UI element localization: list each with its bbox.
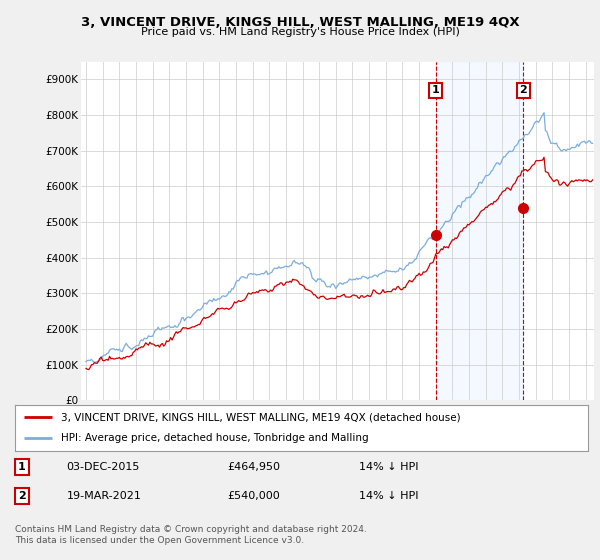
Text: 1: 1 xyxy=(18,462,26,472)
Text: 19-MAR-2021: 19-MAR-2021 xyxy=(67,491,142,501)
Text: HPI: Average price, detached house, Tonbridge and Malling: HPI: Average price, detached house, Tonb… xyxy=(61,433,368,444)
Text: 2: 2 xyxy=(18,491,26,501)
Text: 3, VINCENT DRIVE, KINGS HILL, WEST MALLING, ME19 4QX: 3, VINCENT DRIVE, KINGS HILL, WEST MALLI… xyxy=(80,16,520,29)
Text: £540,000: £540,000 xyxy=(227,491,280,501)
Text: 2: 2 xyxy=(520,85,527,95)
Text: 3, VINCENT DRIVE, KINGS HILL, WEST MALLING, ME19 4QX (detached house): 3, VINCENT DRIVE, KINGS HILL, WEST MALLI… xyxy=(61,412,460,422)
Text: 14% ↓ HPI: 14% ↓ HPI xyxy=(359,462,418,472)
Text: £464,950: £464,950 xyxy=(227,462,280,472)
Text: 03-DEC-2015: 03-DEC-2015 xyxy=(67,462,140,472)
Text: 1: 1 xyxy=(432,85,440,95)
Text: Price paid vs. HM Land Registry's House Price Index (HPI): Price paid vs. HM Land Registry's House … xyxy=(140,27,460,37)
Bar xyxy=(436,62,523,400)
Text: 14% ↓ HPI: 14% ↓ HPI xyxy=(359,491,418,501)
Text: Contains HM Land Registry data © Crown copyright and database right 2024.
This d: Contains HM Land Registry data © Crown c… xyxy=(15,525,367,545)
